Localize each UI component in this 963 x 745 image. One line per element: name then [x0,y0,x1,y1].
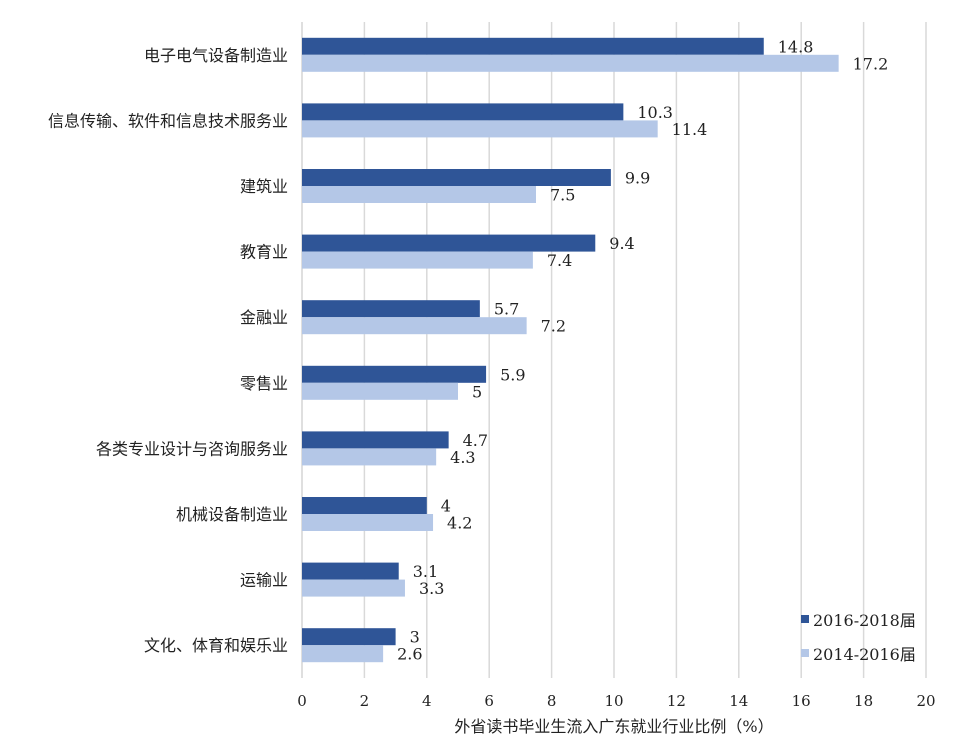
bar-series-2 [302,54,839,72]
category-label: 金融业 [240,308,288,327]
data-label: 9.9 [625,169,650,188]
data-label: 7.2 [541,317,566,336]
data-label: 7.5 [550,186,575,205]
data-label: 3 [410,628,420,647]
x-tick-label: 0 [297,692,307,710]
x-tick-label: 20 [916,692,935,710]
legend-label: 2014-2016届 [813,645,916,664]
bar-series-2 [302,514,434,531]
data-label: 10.3 [637,103,673,122]
x-tick-label: 10 [604,692,623,710]
data-label: 4.3 [450,448,475,467]
data-label: 17.2 [853,54,889,73]
category-label: 建筑业 [240,177,288,196]
x-tick-label: 12 [667,692,686,710]
x-tick-label: 6 [484,692,494,710]
legend-swatch [801,649,809,657]
bar-series-2 [302,382,458,400]
category-label: 各类专业设计与咨询服务业 [96,439,288,458]
x-tick-label: 18 [854,692,873,710]
x-axis-title: 外省读书毕业生流入广东就业行业比例（%） [454,717,773,736]
category-label: 信息传输、软件和信息技术服务业 [48,111,288,130]
bar-series-2 [302,251,533,269]
bar-series-1 [302,497,427,514]
category-label: 教育业 [240,243,288,262]
category-label: 电子电气设备制造业 [144,46,288,65]
data-label: 4 [441,497,451,516]
bar-series-2 [302,317,527,335]
bar-series-1 [302,628,396,646]
data-label: 5 [472,382,482,401]
bar-series-2 [302,645,384,663]
x-tick-label: 14 [729,692,748,710]
data-label: 3.1 [413,562,438,581]
data-label: 11.4 [672,120,708,139]
x-tick-label: 16 [792,692,811,710]
bar-series-1 [302,103,624,121]
category-label: 机械设备制造业 [176,505,288,524]
x-tick-label: 8 [547,692,557,710]
data-label: 5.7 [494,300,519,319]
data-label: 9.4 [609,234,634,253]
data-label: 3.3 [419,579,444,598]
data-label: 7.4 [547,251,572,270]
bar-series-1 [302,234,596,252]
bar-series-2 [302,120,658,138]
bar-series-1 [302,300,480,318]
bar-series-2 [302,448,437,466]
bar-series-2 [302,186,536,203]
bar-series-1 [302,365,487,383]
category-label: 文化、体育和娱乐业 [144,636,288,655]
category-label: 运输业 [240,571,288,590]
data-label: 4.2 [447,514,472,533]
bar-series-1 [302,562,399,580]
data-label: 2.6 [397,645,422,664]
data-label: 14.8 [778,37,814,56]
bar-series-1 [302,169,611,186]
category-label: 零售业 [240,374,288,393]
legend-label: 2016-2018届 [813,611,916,630]
data-label: 5.9 [500,365,525,384]
bar-series-1 [302,431,449,449]
x-tick-label: 2 [360,692,370,710]
legend-swatch [801,615,809,623]
data-label: 4.7 [463,431,488,450]
bar-series-1 [302,37,764,55]
bar-series-2 [302,579,405,597]
x-tick-label: 4 [422,692,432,710]
